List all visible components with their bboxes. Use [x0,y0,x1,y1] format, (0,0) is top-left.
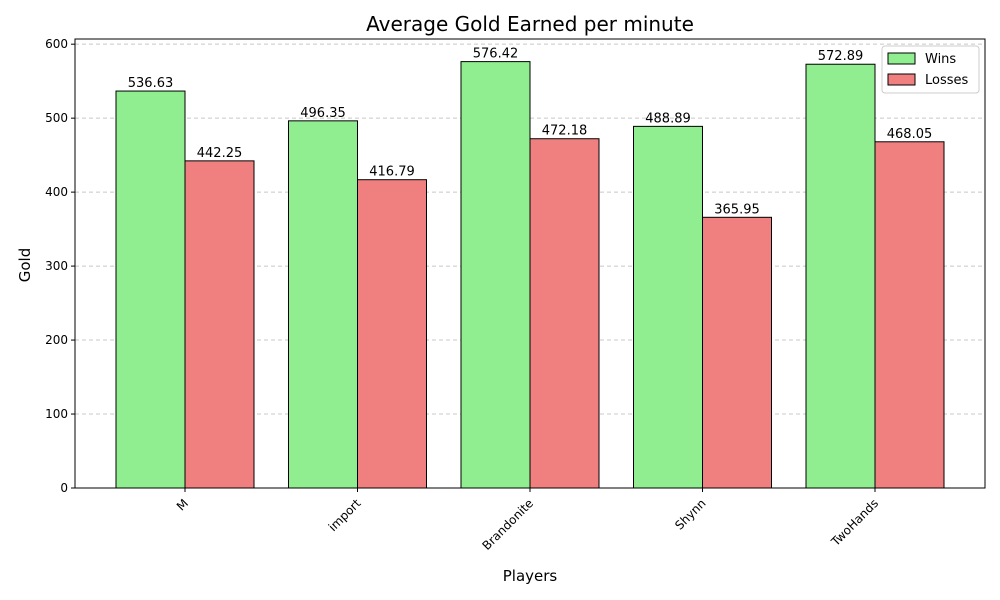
legend: Wins Losses [881,45,980,94]
y-tick-label: 0 [60,481,68,495]
legend-label: Wins [925,52,956,67]
data-label: 468.05 [887,127,933,142]
bar-wins-brandonite [460,61,531,489]
data-label: 488.89 [645,111,691,126]
data-label: 496.35 [300,106,346,121]
bar-wins-twohands [805,63,876,489]
legend-label: Losses [925,73,969,88]
legend-swatch-wins [887,52,916,65]
data-label: 472.18 [542,124,588,139]
y-tick-label: 200 [45,333,68,347]
data-label: 536.63 [128,76,174,91]
y-tick-label: 400 [45,185,68,199]
y-axis-title: Gold [16,248,34,283]
x-tick-label: TwoHands [828,496,881,549]
bars-group [115,61,945,489]
bar-losses-m [184,160,255,489]
bar-losses-brandonite [529,138,600,489]
bar-losses-twohands [874,141,945,489]
y-tick-label: 500 [45,111,68,125]
legend-swatch-losses [887,73,916,86]
data-label: 365.95 [714,202,760,217]
y-axis: 0 100 200 300 400 500 600 [45,37,75,495]
x-tick-label: import [326,496,364,534]
y-tick-label: 300 [45,259,68,273]
bar-losses-shynn [702,216,772,489]
y-tick-label: 100 [45,407,68,421]
bar-wins-m [115,90,186,489]
data-label: 572.89 [818,49,864,64]
x-axis-title: Players [503,567,558,585]
data-labels-group: 536.63 496.35 576.42 488.89 572.89 442.25 416.… [128,47,933,218]
data-label: 442.25 [197,146,243,161]
data-label: 416.79 [369,165,415,180]
y-tick-label: 600 [45,37,68,51]
x-tick-label: M [174,496,191,513]
bar-losses-import [357,179,427,489]
x-tick-label: Shynn [672,496,708,532]
bar-wins-shynn [633,125,703,489]
chart-title: Average Gold Earned per minute [366,12,694,36]
bar-wins-import [288,120,358,489]
data-label: 576.42 [473,47,519,62]
x-tick-label: Brandonite [479,496,536,553]
